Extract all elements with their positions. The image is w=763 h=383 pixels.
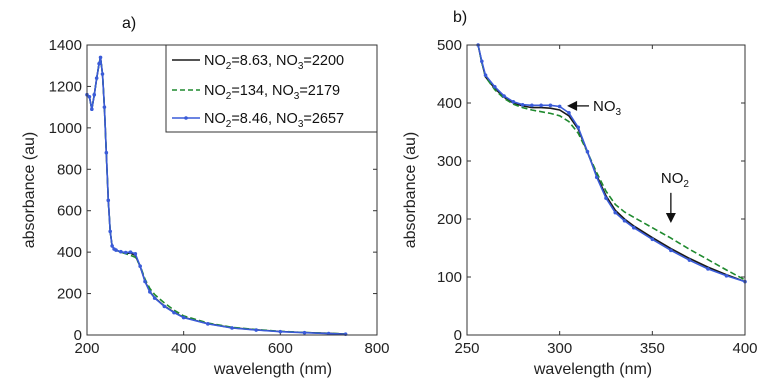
panel-label-b: b) [453,9,467,26]
data-point-a-3 [230,326,234,330]
data-point-a-3 [172,310,176,315]
x-tick-label-a: 400 [171,340,196,357]
legend-entry-3: NO2=8.46, NO3=2657 [204,111,344,130]
series-line-b-1 [477,44,746,283]
data-point-a-3 [104,150,109,155]
series-line-b-3 [477,44,746,283]
y-axis-label-a: absorbance (au) [21,132,38,249]
y-tick-label-b: 100 [437,269,462,286]
legend-box [165,44,378,133]
data-point-a-3 [148,290,152,294]
data-point-b-3 [650,237,655,242]
annotation-arrowhead-no3 [567,100,578,111]
data-point-b-3 [622,218,627,223]
data-point-b-3 [706,267,710,271]
data-point-a-3 [138,264,142,269]
data-point-a-3 [123,250,128,255]
legend-entry-2: NO2=134, NO3=2179 [204,83,340,102]
data-point-b-3 [576,125,580,130]
y-tick-label-b: 400 [437,95,462,112]
y-tick-label-b: 300 [437,153,462,170]
y-tick-label-a: 400 [57,244,82,261]
x-axis-label-a: wavelength (nm) [213,361,332,378]
plot-frame-b [466,44,746,336]
annotation-arrowhead-no2 [665,213,676,224]
panel-label-a: a) [122,15,136,32]
legend: NO2=8.63, NO3=2200 NO2=134, NO3=2179 NO2… [165,44,378,133]
data-point-b-3 [557,104,562,109]
y-tick-label-a: 1400 [49,37,82,54]
y-axis-label-b: absorbance (au) [402,132,419,249]
annotation-no2: NO2 [661,170,690,190]
data-point-b-3 [480,59,484,64]
y-tick-label-a: 600 [57,203,82,220]
data-point-a-3 [133,252,138,256]
legend-entry-1: NO2=8.63, NO3=2200 [204,53,344,72]
y-tick-label-b: 500 [437,37,462,54]
data-point-a-3 [97,61,101,66]
data-point-a-3 [162,304,167,309]
data-point-b-3 [604,196,608,200]
data-point-b-3 [567,111,571,115]
y-tick-label-a: 200 [57,286,82,303]
data-point-b-3 [502,94,506,98]
y-tick-label-a: 800 [57,161,82,178]
data-point-a-3 [92,92,97,97]
data-point-a-3 [94,76,99,80]
data-point-b-3 [520,102,525,107]
annotation-no3: NO3 [593,98,622,118]
x-tick-label-a: 800 [364,340,389,357]
data-point-b-3 [687,258,692,262]
data-point-b-3 [511,100,516,104]
data-point-a-3 [326,331,331,336]
data-point-b-3 [724,274,729,278]
data-point-b-3 [548,103,553,108]
data-point-a-3 [98,55,103,60]
data-point-a-3 [110,244,114,248]
y-tick-label-b: 0 [454,327,462,344]
data-point-a-3 [181,315,186,320]
y-tick-label-a: 1200 [49,78,82,95]
x-axis-label-b: wavelength (nm) [533,361,652,378]
data-point-a-3 [102,105,107,109]
y-tick-label-a: 1000 [49,120,82,137]
data-point-a-3 [108,229,112,234]
data-point-b-3 [585,149,590,154]
data-point-a-3 [302,330,307,335]
data-point-a-3 [87,94,92,99]
data-point-b-3 [613,210,618,215]
data-point-a-3 [90,107,94,112]
data-point-b-3 [632,225,636,230]
data-point-a-3 [106,198,111,203]
data-point-b-3 [493,84,497,89]
data-point-b-3 [539,103,543,108]
data-point-b-3 [669,248,673,253]
y-tick-label-b: 200 [437,211,462,228]
data-point-a-3 [114,248,118,252]
data-point-b-3 [530,103,534,108]
data-point-a-3 [119,249,123,254]
data-point-a-3 [100,72,105,76]
data-point-a-3 [278,329,283,334]
data-point-a-3 [206,322,210,326]
x-tick-label-b: 300 [547,340,572,357]
x-tick-label-b: 400 [732,340,757,357]
x-tick-label-b: 350 [640,340,665,357]
data-point-a-3 [128,250,133,254]
chart-panel-a: a) absorbance (au) wavelength (nm) 200 40… [21,15,390,378]
legend-marker-blue [184,116,188,120]
data-point-b-3 [594,175,599,180]
x-tick-label-a: 200 [74,340,99,357]
data-point-a-3 [152,296,157,300]
data-point-b-3 [483,73,488,77]
y-tick-label-a: 0 [74,327,82,344]
x-tick-label-a: 600 [268,340,293,357]
x-tick-label-b: 250 [454,340,479,357]
data-point-a-3 [254,328,258,332]
chart-panel-b: b) absorbance (au) wavelength (nm) 250 30… [402,9,758,378]
data-point-a-3 [143,279,147,284]
series-line-b-2 [477,44,746,281]
